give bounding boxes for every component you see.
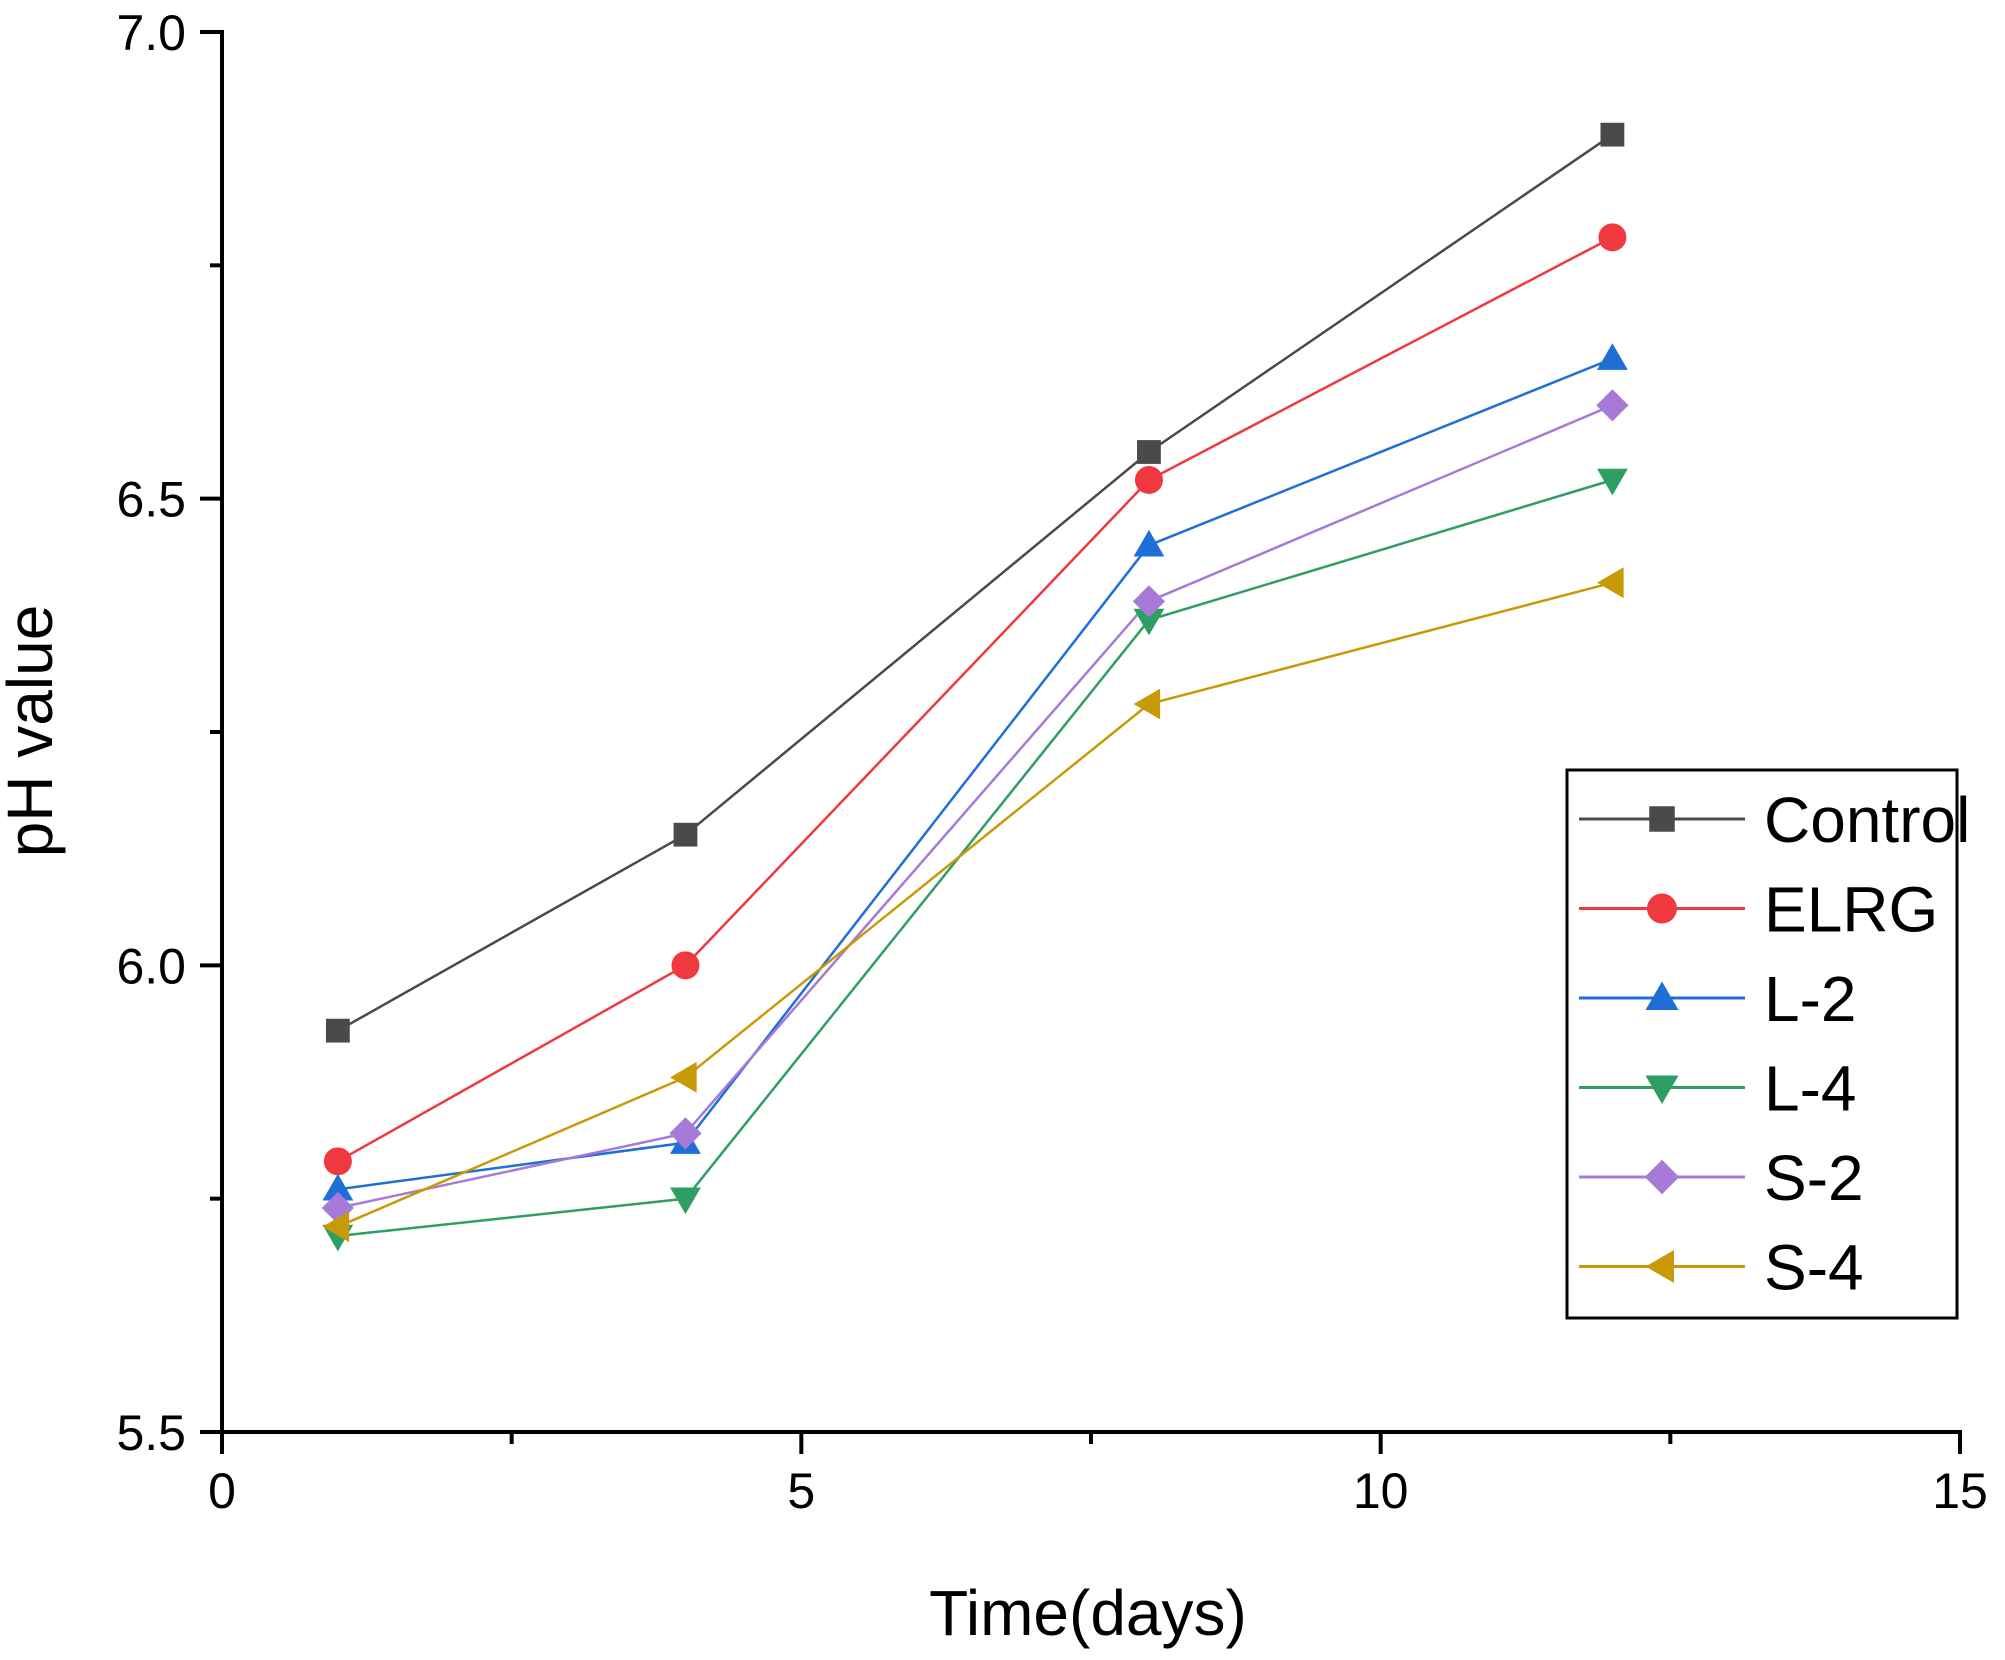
data-point-s-2 [321,1191,354,1225]
data-point-l-4 [670,1187,701,1215]
series-line-s-2 [337,404,1613,1210]
x-tick-label: 10 [1353,1463,1409,1519]
legend-label-l-2: L-2 [1764,963,1857,1035]
legend-label-control: Control [1764,784,1970,856]
series-line-l-4 [337,478,1613,1238]
data-point-s-4 [1597,567,1624,599]
data-point-s-4 [670,1061,697,1093]
data-point-s-2 [1132,585,1166,618]
x-tick-label: 15 [1932,1463,1988,1519]
data-point-s-2 [1596,389,1629,422]
series-line-elrg [337,236,1613,1163]
data-point-control [1600,122,1625,147]
data-point-control [1137,440,1161,464]
x-tick-label: 5 [787,1463,815,1519]
data-point-s-4 [322,1211,350,1243]
data-point-elrg [1598,223,1627,252]
data-point-l-2 [322,1173,354,1201]
data-point-s-2 [669,1117,702,1150]
series-line-s-4 [337,581,1613,1228]
legend-label-l-4: L-4 [1764,1053,1857,1125]
x-tick-label: 0 [208,1463,236,1519]
legend-marker-elrg [1647,893,1677,924]
series-line-l-2 [337,357,1613,1191]
data-point-elrg [671,951,700,980]
series-markers [321,122,1629,1252]
legend-marker-control [1649,806,1675,832]
legend-marker-l-2 [1645,981,1679,1010]
data-point-l-4 [1597,468,1628,496]
legend-marker-l-4 [1645,1075,1679,1104]
legend-label-elrg: ELRG [1764,874,1938,946]
series-line-control [337,133,1614,1032]
x-axis-title: Time(days) [929,1577,1247,1649]
legend-label-s-4: S-4 [1764,1232,1864,1304]
y-tick-label: 5.5 [116,1405,186,1461]
y-axis-title: pH value [0,605,66,858]
data-point-elrg [1134,466,1163,494]
data-point-control [325,1018,350,1043]
legend: Control ELRG L-2 L-4 S-2 S-4 [1565,768,1970,1320]
data-point-l-4 [1133,608,1165,636]
legend-marker-s-2 [1644,1159,1680,1195]
data-point-s-4 [1133,688,1161,720]
y-tick-label: 6.0 [116,938,186,994]
y-tick-label: 6.5 [116,472,186,528]
legend-marker-s-4 [1645,1250,1674,1283]
data-point-l-2 [1597,343,1628,370]
ticks: 0 5 10 15 5.5 6.0 6.5 7.0 [116,5,1987,1519]
data-point-elrg [323,1147,352,1176]
series-lines [337,133,1614,1238]
legend-label-s-2: S-2 [1764,1142,1864,1214]
y-tick-label: 7.0 [116,5,186,61]
legend-box [1565,768,1959,1320]
data-point-l-2 [1133,529,1165,557]
data-point-control [673,822,698,847]
